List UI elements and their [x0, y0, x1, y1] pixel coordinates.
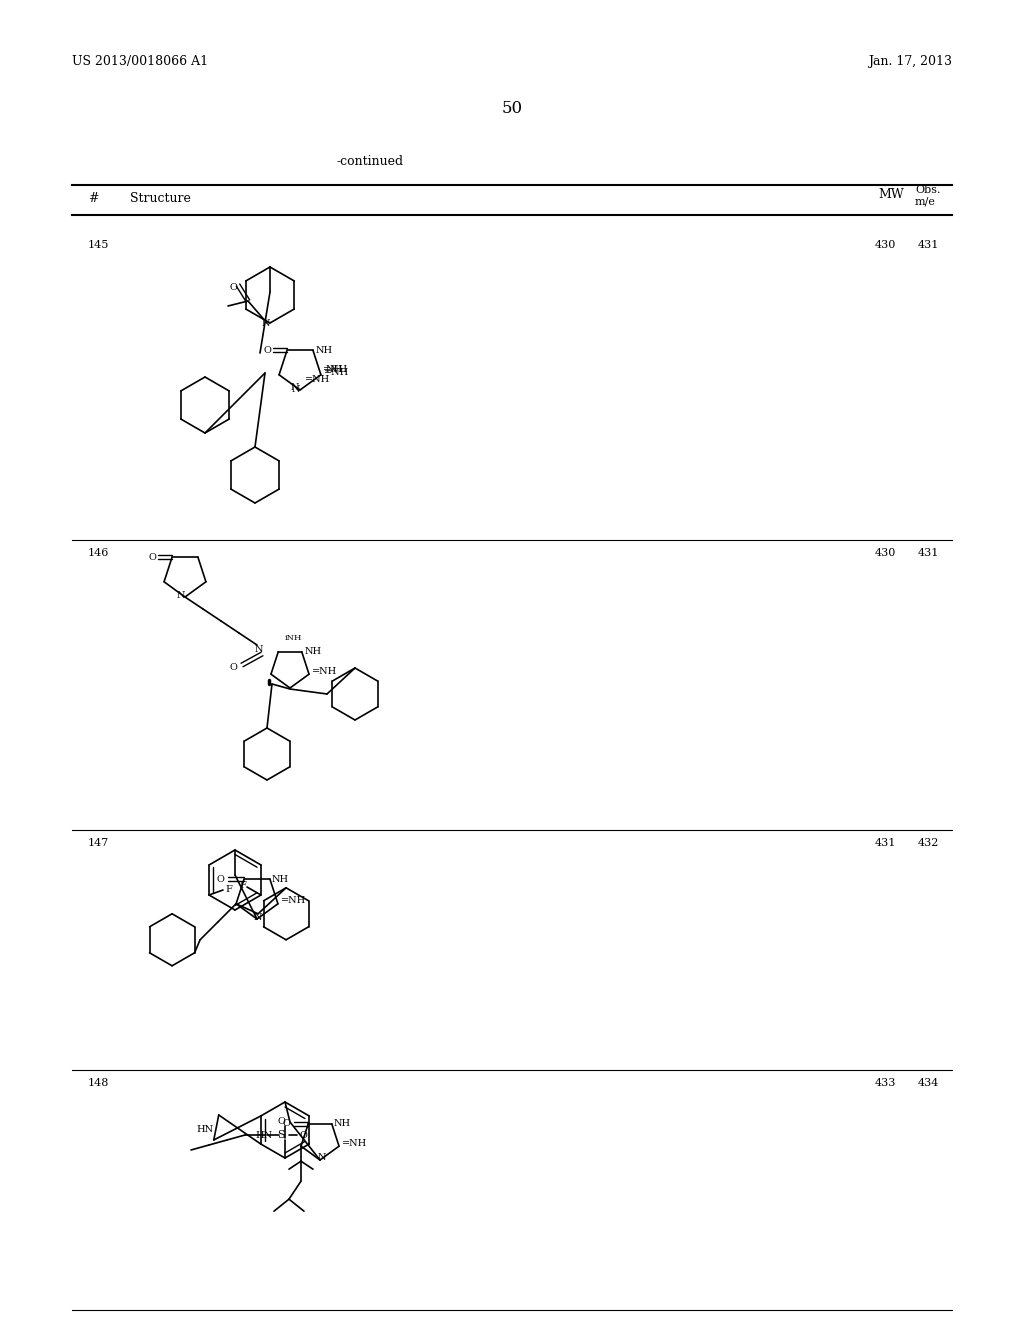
Text: #: # [88, 191, 98, 205]
Text: 431: 431 [874, 838, 896, 847]
Text: O: O [263, 346, 271, 355]
Text: N: N [254, 912, 262, 921]
Text: NH: NH [326, 366, 343, 375]
Text: m/e: m/e [915, 197, 936, 207]
Text: F: F [225, 886, 231, 895]
Text: 433: 433 [874, 1078, 896, 1088]
Text: 50: 50 [502, 100, 522, 117]
Text: O: O [278, 1118, 285, 1126]
Text: Structure: Structure [130, 191, 190, 205]
Text: N: N [292, 385, 300, 395]
Text: 145: 145 [88, 240, 110, 249]
Text: Obs.: Obs. [915, 185, 940, 195]
Text: 434: 434 [918, 1078, 939, 1088]
Text: =NH: =NH [324, 368, 349, 378]
Text: NH: NH [305, 647, 322, 656]
Text: O: O [148, 553, 156, 562]
Text: =NH: =NH [342, 1139, 368, 1147]
Text: MW: MW [878, 187, 904, 201]
Text: F: F [239, 880, 246, 890]
Text: 147: 147 [88, 838, 110, 847]
Text: NH: NH [272, 875, 289, 883]
Text: O: O [230, 664, 238, 672]
Text: O: O [283, 1119, 290, 1129]
Text: N: N [255, 645, 263, 655]
Text: 430: 430 [874, 548, 896, 558]
Text: US 2013/0018066 A1: US 2013/0018066 A1 [72, 55, 208, 69]
Text: N: N [318, 1154, 327, 1163]
Text: =NH: =NH [323, 366, 348, 375]
Text: S: S [278, 1130, 285, 1140]
Text: =NH: =NH [305, 375, 331, 384]
Text: iNH: iNH [285, 634, 302, 642]
Text: =NH: =NH [281, 896, 306, 906]
Text: N: N [291, 384, 299, 392]
Text: O: O [230, 282, 238, 292]
Text: N: N [177, 590, 185, 599]
Text: O: O [216, 875, 224, 883]
Text: NH: NH [316, 346, 333, 355]
Text: 431: 431 [918, 240, 939, 249]
Text: 430: 430 [874, 240, 896, 249]
Text: 146: 146 [88, 548, 110, 558]
Text: O: O [299, 1130, 307, 1139]
Text: 148: 148 [88, 1078, 110, 1088]
Text: HN: HN [197, 1126, 214, 1134]
Text: N: N [262, 318, 270, 327]
Text: -continued: -continued [337, 154, 403, 168]
Text: NH: NH [334, 1119, 351, 1129]
Text: Jan. 17, 2013: Jan. 17, 2013 [868, 55, 952, 69]
Text: =NH: =NH [312, 667, 337, 676]
Text: 431: 431 [918, 548, 939, 558]
Text: HN: HN [255, 1130, 272, 1139]
Text: 432: 432 [918, 838, 939, 847]
